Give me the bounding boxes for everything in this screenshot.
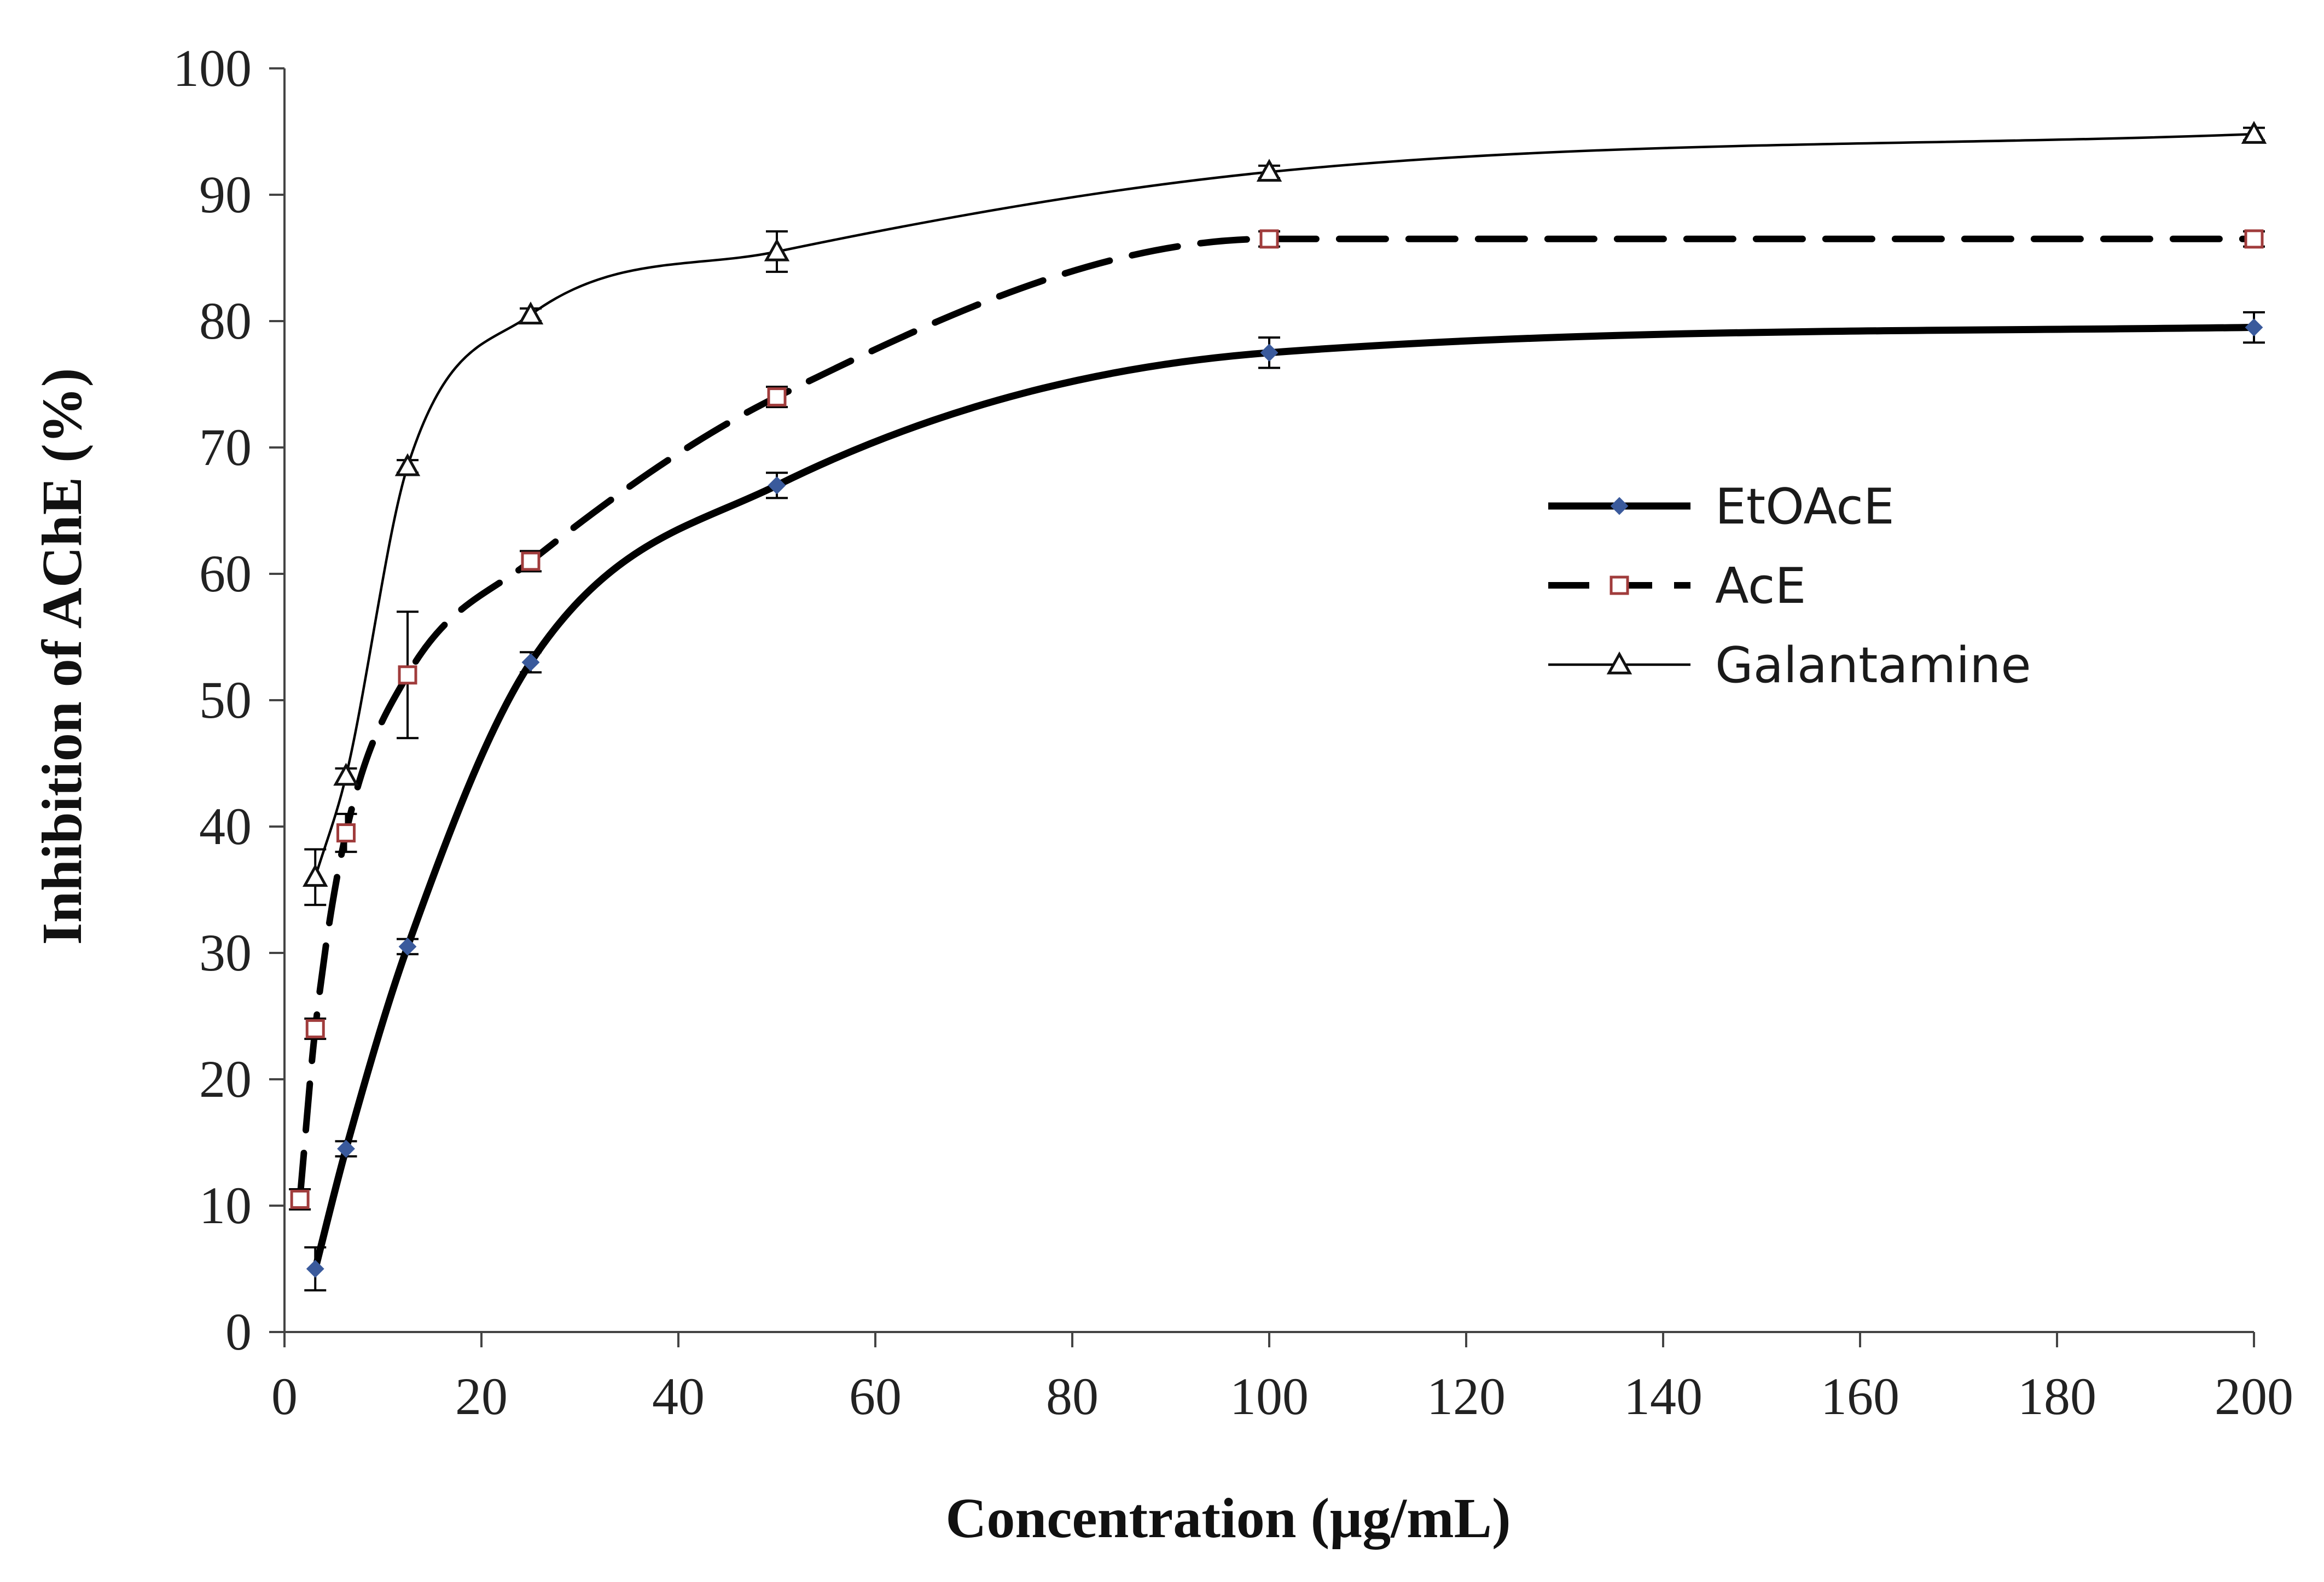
y-tick-label: 60 xyxy=(199,544,252,603)
y-tick-label: 50 xyxy=(199,671,252,729)
data-point xyxy=(2244,229,2264,249)
data-point xyxy=(306,1260,324,1278)
x-tick-label: 200 xyxy=(2215,1367,2293,1426)
x-tick-label: 40 xyxy=(652,1367,705,1426)
x-tick-label: 60 xyxy=(849,1367,902,1426)
data-point xyxy=(398,665,417,685)
x-tick-label: 180 xyxy=(2018,1367,2096,1426)
legend-marker-galantamine xyxy=(1606,651,1632,674)
series-layer xyxy=(289,120,2267,1292)
data-point xyxy=(767,387,787,407)
data-point xyxy=(394,453,421,476)
data-point xyxy=(1260,344,1279,362)
y-tick-label: 0 xyxy=(225,1302,252,1361)
data-point xyxy=(521,551,541,571)
y-tick-label: 100 xyxy=(173,39,252,97)
y-tick-label: 20 xyxy=(199,1050,252,1108)
x-tick-label: 160 xyxy=(1821,1367,1899,1426)
series-line xyxy=(314,132,2256,879)
x-tick-label: 20 xyxy=(455,1367,508,1426)
data-point xyxy=(337,1139,355,1158)
data-point xyxy=(1259,229,1279,249)
data-point xyxy=(333,763,359,786)
x-tick-label: 0 xyxy=(271,1367,298,1426)
data-point xyxy=(303,864,328,887)
y-axis-title: Inhibition of AChE (%) xyxy=(31,368,94,945)
data-point xyxy=(764,238,790,261)
series-galantamine xyxy=(303,120,2267,906)
y-tick-label: 70 xyxy=(199,418,252,476)
data-point xyxy=(521,653,540,672)
series-ace xyxy=(289,229,2265,1211)
y-tick-label: 90 xyxy=(199,165,252,224)
legend-marker-etoace xyxy=(1610,497,1629,515)
data-point xyxy=(2241,120,2267,144)
y-tick-label: 30 xyxy=(199,923,252,982)
y-tick-label: 80 xyxy=(199,292,252,350)
data-point xyxy=(518,301,544,325)
axes: 0 10 20 30 40 50 60 70 80 90 100 0 20 40 60 80 100 120 140… xyxy=(173,39,2293,1426)
data-point xyxy=(305,1019,325,1039)
data-point xyxy=(290,1189,310,1209)
x-tick-label: 80 xyxy=(1046,1367,1099,1426)
legend-label-ace: AcE xyxy=(1715,557,1806,615)
data-point xyxy=(398,938,417,956)
data-point xyxy=(336,823,356,843)
series-line xyxy=(297,235,2257,1203)
y-tick-label: 40 xyxy=(199,797,252,856)
legend-label-etoace: EtOAcE xyxy=(1715,478,1895,536)
legend: EtOAcE AcE Galantamine xyxy=(1548,478,2031,694)
y-tick-label: 10 xyxy=(199,1176,252,1235)
legend-marker-ace xyxy=(1610,575,1629,595)
x-tick-label: 140 xyxy=(1624,1367,1703,1426)
legend-label-galantamine: Galantamine xyxy=(1715,637,2031,694)
data-point xyxy=(1256,159,1282,182)
x-axis-title: Concentration (µg/mL) xyxy=(945,1487,1510,1550)
series-etoace xyxy=(304,311,2265,1292)
series-line xyxy=(311,324,2258,1272)
data-point xyxy=(2245,318,2263,336)
data-point xyxy=(768,476,786,495)
x-tick-label: 120 xyxy=(1427,1367,1506,1426)
x-tick-label: 100 xyxy=(1230,1367,1309,1426)
